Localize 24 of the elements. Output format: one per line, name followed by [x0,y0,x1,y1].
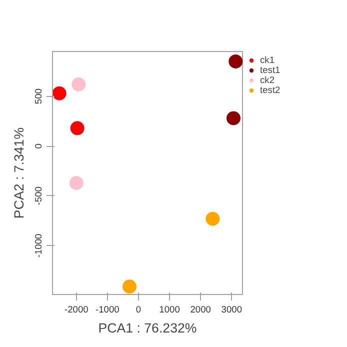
x-tick-label: 0 [136,304,142,314]
point [70,121,84,136]
legend-label: test1 [260,65,280,75]
x-tick-label: -1000 [96,304,120,314]
point [226,111,240,126]
legend-label: ck1 [260,55,276,65]
point [228,54,242,68]
x-tick-label: 1000 [159,304,180,314]
x-tick-label: 2000 [190,304,211,314]
legend-label: ck2 [260,75,276,85]
point [72,77,86,92]
point [52,86,66,100]
x-tick-label: 3000 [221,304,242,314]
x-tick-label: -2000 [64,304,88,314]
y-axis-title: PCA2 : 7.341% [12,127,26,219]
legend-label: test2 [260,85,280,95]
point [122,280,136,294]
x-axis-title: PCA1 : 76.232% [98,320,197,336]
y-tick-label: -500 [34,186,44,206]
point [206,212,220,226]
point [69,176,84,190]
y-tick-label: 500 [34,88,44,104]
y-tick-label: 0 [34,144,44,149]
y-tick-label: -1000 [34,234,44,258]
